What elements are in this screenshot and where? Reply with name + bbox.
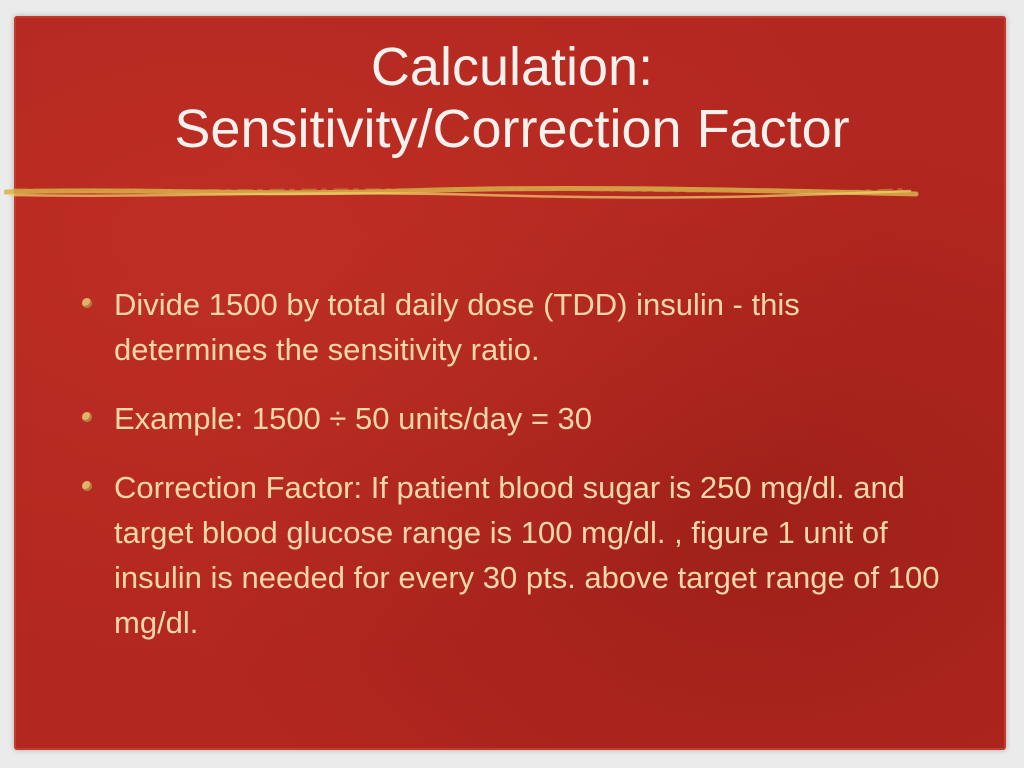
title-line-2: Sensitivity/Correction Factor [174, 99, 850, 159]
bullet-text-3: Correction Factor: If patient blood suga… [114, 470, 940, 640]
title-line-1: Calculation: [370, 37, 654, 97]
bullet-text-1: Divide 1500 by total daily dose (TDD) in… [114, 287, 800, 367]
bullet-text-2: Example: 1500 ÷ 50 units/day = 30 [114, 401, 593, 436]
bullet-list: Divide 1500 by total daily dose (TDD) in… [82, 282, 952, 669]
bullet-item-3: Correction Factor: If patient blood suga… [82, 465, 952, 645]
chalk-underline-divider [4, 185, 919, 199]
slide-title: Calculation: Sensitivity/Correction Fact… [0, 36, 1024, 160]
red-chalkboard-background [14, 16, 1006, 750]
bullet-item-2: Example: 1500 ÷ 50 units/day = 30 [82, 396, 952, 441]
bullet-item-1: Divide 1500 by total daily dose (TDD) in… [82, 282, 952, 372]
bullet-point-icon [82, 481, 92, 491]
bullet-point-icon [82, 412, 92, 422]
bullet-point-icon [82, 298, 92, 308]
